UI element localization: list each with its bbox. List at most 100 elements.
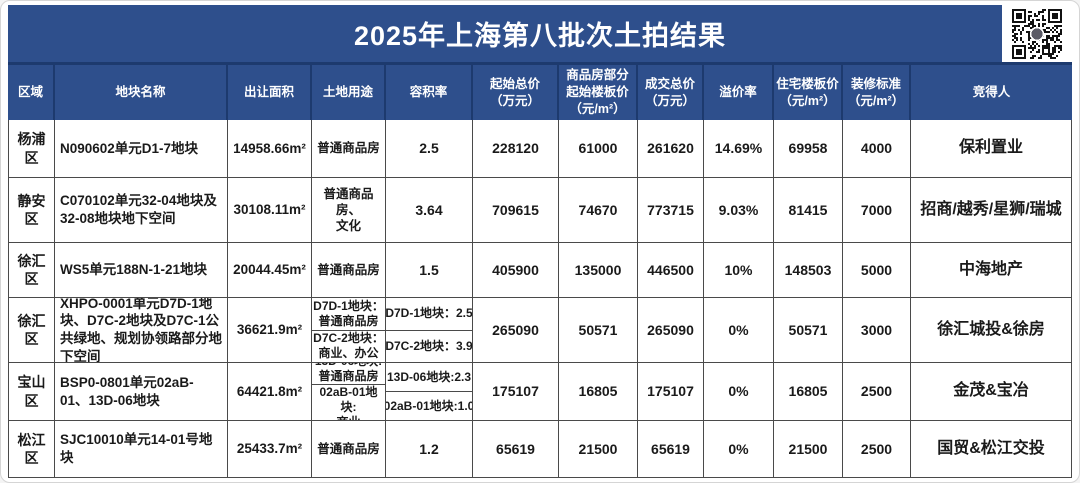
cell-start-total: 265090 <box>473 298 559 362</box>
table-row: 杨浦区 N090602单元D1-7地块 14958.66m² 普通商品房 2.5 2281… <box>8 120 1072 178</box>
cell-start-floor: 21500 <box>559 421 638 477</box>
cell-deal-total: 175107 <box>638 363 704 420</box>
column-header: 竞得人 <box>972 85 1011 100</box>
cell-start-total: 65619 <box>473 421 559 477</box>
cell-far: 13D-06地块:2.3 02aB-01地块:1.0 <box>386 363 473 420</box>
cell-start-floor: 61000 <box>559 120 638 177</box>
cell-district: 松江区 <box>8 421 55 477</box>
cell-far-sub: D7C-2地块：3.9 <box>386 338 473 353</box>
cell-usage: 普通商品房 <box>312 421 386 477</box>
cell-winner: 中海地产 <box>911 243 1072 297</box>
cell-premium: 10% <box>704 243 774 297</box>
table-row: 宝山区BSP0-0801单元02aB-01、13D-06地块64421.8m²1… <box>8 363 1072 421</box>
cell-usage: 普通商品房 <box>312 243 386 297</box>
cell-deal-total: 773715 <box>638 178 704 242</box>
cell-far: 3.64 <box>386 178 473 242</box>
column-header: 土地用途 <box>312 65 386 120</box>
cell-res-floor: 50571 <box>774 298 843 362</box>
cell-deco: 2500 <box>843 363 911 420</box>
qr-code <box>1002 5 1072 62</box>
column-header: 住宅楼板价 （元/m²） <box>774 65 843 120</box>
column-header: 容积率 <box>386 65 473 120</box>
cell-area: 14958.66m² <box>228 120 312 177</box>
cell-deal-total: 65619 <box>638 421 704 477</box>
table-row: 徐汇区 XHPO-0001单元D7D-1地块、D7C-2地块及D7C-1公共绿地、… <box>8 298 1072 363</box>
column-header: 装修标准 （元/m²） <box>843 65 911 120</box>
table-row: 松江区 SJC10010单元14-01号地块 25433.7m² 普通商品房 1.2 65… <box>8 421 1072 478</box>
qr-code-image <box>1012 8 1062 59</box>
cell-premium: 14.69% <box>704 120 774 177</box>
cell-res-floor: 21500 <box>774 421 843 477</box>
cell-usage-sub: D7C-2地块： 商业、办公 <box>313 331 384 361</box>
cell-name: BSP0-0801单元02aB-01、13D-06地块 <box>55 363 228 420</box>
column-header: 区域 <box>8 65 55 120</box>
cell-start-total: 228120 <box>473 120 559 177</box>
column-header: 出让面积 <box>228 65 312 120</box>
column-header: 地块名称 <box>55 65 228 120</box>
cell-district: 宝山区 <box>8 363 55 420</box>
column-header: 成交总价 （万元） <box>638 65 704 120</box>
column-header: 溢价率 <box>704 65 774 120</box>
table-body: 杨浦区 N090602单元D1-7地块 14958.66m² 普通商品房 2.5 2281… <box>8 120 1072 478</box>
column-header: 商品房部分起始楼板价（元/m²） <box>559 65 638 120</box>
cell-res-floor: 69958 <box>774 120 843 177</box>
cell-far-sub: D7D-1地块：2.5 <box>386 298 472 331</box>
cell-start-total: 405900 <box>473 243 559 297</box>
cell-name: N090602单元D1-7地块 <box>55 120 228 177</box>
cell-premium: 9.03% <box>704 178 774 242</box>
cell-usage-sub: 13D-06地块: 普通商品房 <box>312 363 385 385</box>
cell-area: 30108.11m² <box>228 178 312 242</box>
cell-usage: 普通商品房 <box>312 120 386 177</box>
cell-district: 徐汇区 <box>8 298 55 362</box>
cell-premium: 0% <box>704 421 774 477</box>
cell-area: 20044.45m² <box>228 243 312 297</box>
cell-far: 2.5 <box>386 120 473 177</box>
cell-usage-sub: 02aB-01地块: 商业 <box>319 384 378 421</box>
cell-area: 64421.8m² <box>228 363 312 420</box>
cell-start-floor: 16805 <box>559 363 638 420</box>
cell-far: 1.2 <box>386 421 473 477</box>
cell-res-floor: 16805 <box>774 363 843 420</box>
cell-deal-total: 261620 <box>638 120 704 177</box>
cell-usage: 普通商品房、 文化 <box>312 178 386 242</box>
cell-usage: D7D-1地块： 普通商品房 D7C-2地块： 商业、办公 <box>312 298 386 362</box>
cell-name: C070102单元32-04地块及32-08地块地下空间 <box>55 178 228 242</box>
table-header-row: 区域 地块名称 出让面积 土地用途 容积率 起始总价 （万元） 商品房部分起始楼板价（元/m… <box>8 62 1072 120</box>
cell-winner: 保利置业 <box>911 120 1072 177</box>
cell-winner: 徐汇城投&徐房 <box>911 298 1072 362</box>
cell-start-total: 175107 <box>473 363 559 420</box>
cell-res-floor: 148503 <box>774 243 843 297</box>
cell-deco: 4000 <box>843 120 911 177</box>
title-bar: 2025年上海第八批次土拍结果 <box>8 5 1072 62</box>
cell-far: D7D-1地块：2.5 D7C-2地块：3.9 <box>386 298 473 362</box>
results-table: 区域 地块名称 出让面积 土地用途 容积率 起始总价 （万元） 商品房部分起始楼板价（元/m… <box>8 62 1072 478</box>
cell-far-sub: 02aB-01地块:1.0 <box>386 398 473 413</box>
cell-district: 徐汇区 <box>8 243 55 297</box>
cell-far-sub: 13D-06地块:2.3 <box>386 363 472 392</box>
cell-winner: 金茂&宝冶 <box>911 363 1072 420</box>
cell-start-floor: 135000 <box>559 243 638 297</box>
cell-usage-sub: D7D-1地块： 普通商品房 <box>312 298 385 331</box>
cell-deal-total: 446500 <box>638 243 704 297</box>
cell-name: SJC10010单元14-01号地块 <box>55 421 228 477</box>
cell-area: 36621.9m² <box>228 298 312 362</box>
table-row: 徐汇区 WS5单元188N-1-21地块 20044.45m² 普通商品房 1.5 405… <box>8 243 1072 298</box>
cell-district: 静安区 <box>8 178 55 242</box>
cell-deco: 2500 <box>843 421 911 477</box>
cell-start-total: 709615 <box>473 178 559 242</box>
page-title: 2025年上海第八批次土拍结果 <box>353 21 727 51</box>
cell-winner: 招商/越秀/星狮/瑞城 <box>911 178 1072 242</box>
cell-far: 1.5 <box>386 243 473 297</box>
cell-start-floor: 74670 <box>559 178 638 242</box>
cell-district: 杨浦区 <box>8 120 55 177</box>
cell-res-floor: 81415 <box>774 178 843 242</box>
cell-winner: 国贸&松江交投 <box>911 421 1072 477</box>
cell-premium: 0% <box>704 363 774 420</box>
cell-name: XHPO-0001单元D7D-1地块、D7C-2地块及D7C-1公共绿地、规划协… <box>55 298 228 362</box>
cell-deco: 3000 <box>843 298 911 362</box>
cell-start-floor: 50571 <box>559 298 638 362</box>
cell-deco: 5000 <box>843 243 911 297</box>
cell-premium: 0% <box>704 298 774 362</box>
